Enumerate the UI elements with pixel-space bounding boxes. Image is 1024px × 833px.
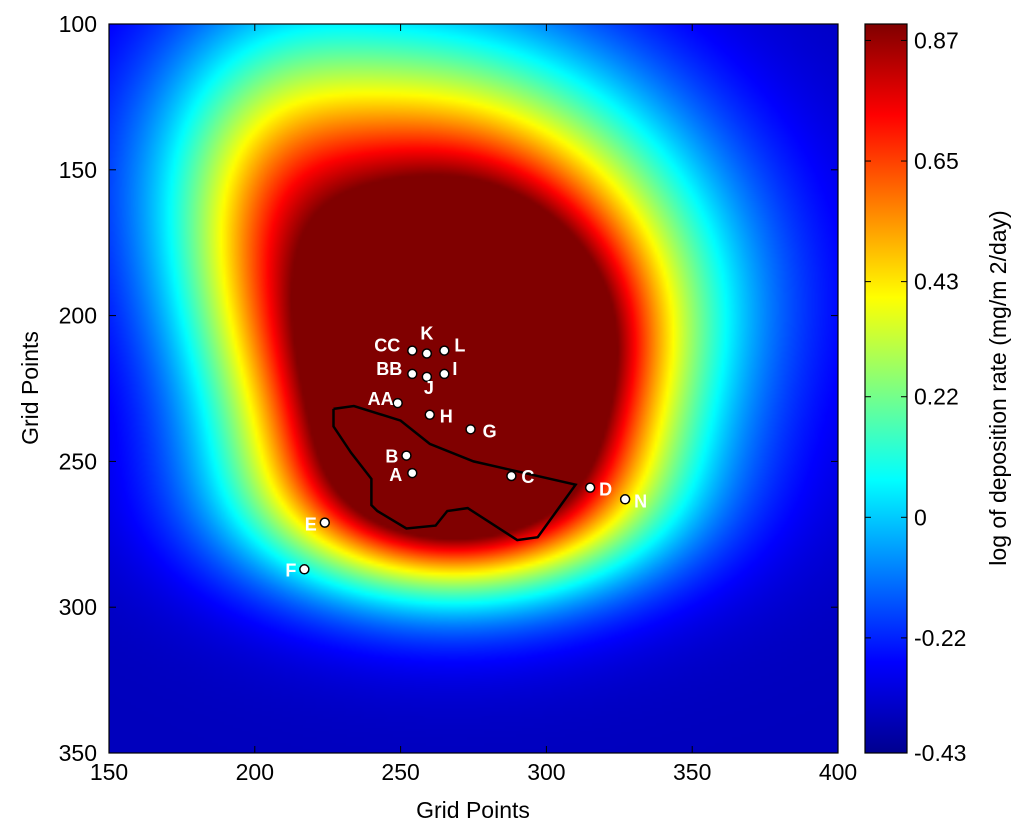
y-axis-ticks: 100 150 200 250 300 350 <box>59 11 838 766</box>
y-tick-label: 200 <box>59 303 97 329</box>
site-label: E <box>305 515 317 535</box>
site-label: J <box>424 378 434 398</box>
colorbar: -0.43 -0.22 0 0.22 0.43 0.65 0.87 log of depos… <box>864 23 1011 766</box>
x-tick-label: 400 <box>819 759 857 785</box>
site-label: A <box>389 465 402 485</box>
site-marker <box>584 482 596 493</box>
colorbar-gradient <box>865 24 907 753</box>
site-label: D <box>599 480 612 500</box>
colorbar-tick-label: -0.43 <box>914 740 966 766</box>
site-label: I <box>452 359 457 379</box>
site-marker <box>401 450 412 461</box>
site-marker <box>421 371 433 383</box>
site-marker <box>319 517 331 528</box>
site-label: N <box>634 491 647 511</box>
site-marker <box>439 368 450 380</box>
deposition-heatmap <box>109 24 838 753</box>
site-label: G <box>483 421 497 441</box>
site-label: L <box>454 336 465 356</box>
y-tick-label: 100 <box>59 11 97 37</box>
colorbar-tick-label: 0.65 <box>914 148 959 174</box>
site-marker <box>407 368 418 380</box>
y-tick-label: 300 <box>59 594 97 620</box>
site-label: C <box>521 467 534 487</box>
site-marker <box>619 494 631 505</box>
x-tick-label: 250 <box>381 759 419 785</box>
site-marker <box>439 345 450 356</box>
x-tick-label: 150 <box>90 759 128 785</box>
site-label: B <box>385 447 398 467</box>
y-tick-label: 350 <box>59 740 97 766</box>
plot-frame <box>108 23 839 754</box>
y-tick-label: 250 <box>59 448 97 474</box>
colorbar-tick-label: -0.22 <box>914 625 966 651</box>
site-marker <box>407 345 418 356</box>
x-axis-ticks: 150 200 250 300 350 400 <box>90 24 857 785</box>
site-label: F <box>285 560 296 580</box>
site-marker <box>407 467 418 479</box>
site-label: BB <box>376 359 402 379</box>
x-tick-label: 200 <box>236 759 274 785</box>
site-markers: CC K L BB JI AA H G BA C D N E F <box>285 324 647 581</box>
site-label: AA <box>368 389 394 409</box>
colorbar-tick-label: 0.22 <box>914 384 959 410</box>
site-label: CC <box>374 336 400 356</box>
y-tick-label: 150 <box>59 157 97 183</box>
colorbar-tick-label: 0 <box>914 504 927 530</box>
site-marker <box>424 409 436 420</box>
colorbar-frame <box>864 23 908 754</box>
site-marker <box>506 470 517 482</box>
y-axis-label: Grid Points <box>17 331 43 445</box>
colorbar-ticks: -0.43 -0.22 0 0.22 0.43 0.65 0.87 <box>865 27 966 766</box>
site-label: H <box>440 407 453 427</box>
site-marker <box>421 348 433 359</box>
site-label: K <box>420 324 433 344</box>
x-axis-label: Grid Points <box>416 797 530 823</box>
colorbar-tick-label: 0.43 <box>914 269 959 295</box>
plot-area: CC K L BB JI AA H G BA C D N E F <box>108 23 839 754</box>
x-tick-label: 350 <box>673 759 711 785</box>
site-marker <box>299 564 310 575</box>
site-boundary-outline <box>332 404 578 542</box>
site-marker <box>465 424 476 435</box>
x-tick-label: 300 <box>527 759 565 785</box>
site-marker <box>392 397 403 409</box>
colorbar-tick-label: 0.87 <box>914 27 959 53</box>
colorbar-label: log of deposition rate (mg/m 2/day) <box>985 210 1011 565</box>
